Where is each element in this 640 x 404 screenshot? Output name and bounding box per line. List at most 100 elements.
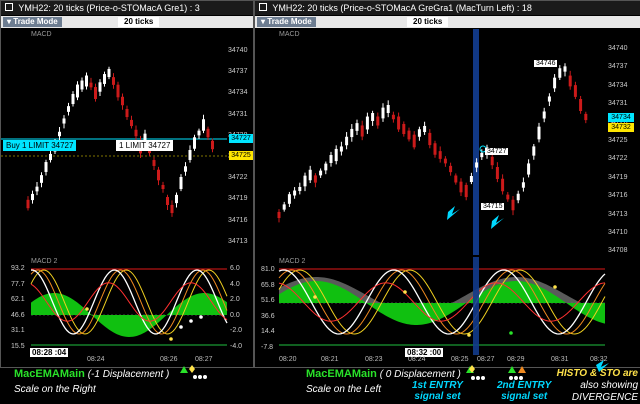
right-panel2-label: MACD 2 <box>279 258 306 265</box>
right-trade-mode-button[interactable]: ▾ Trade Mode <box>257 17 316 27</box>
candle-body <box>547 96 551 102</box>
candle-body <box>345 136 349 146</box>
annotation-low: 34715 <box>481 203 505 210</box>
signal-dot <box>467 333 471 337</box>
cyan-arrow-icon <box>596 360 609 372</box>
candle-body <box>71 93 75 105</box>
left-time-axis: 08:24 08:26 08:27 08:28 :04 <box>1 348 253 366</box>
orange-triangle-icon <box>518 366 526 373</box>
signal-dot <box>509 331 513 335</box>
left-ticks-selector[interactable]: 20 ticks <box>118 17 160 27</box>
candle-body <box>188 150 192 160</box>
osc-axis-label: -7.8 <box>261 343 274 351</box>
right-ticks-selector[interactable]: 20 ticks <box>407 17 449 27</box>
candle-body <box>148 148 151 154</box>
left-time-label: 08:26 <box>160 356 178 363</box>
signal-dot <box>189 319 193 323</box>
yellow-diamond-icon <box>189 365 195 373</box>
candle-body <box>44 162 48 172</box>
right-trade-mode-label: Trade Mode <box>267 17 312 26</box>
left-cursor-time: 08:28 :04 <box>30 348 69 357</box>
left-osc-right-axis: 6.0 4.0 2.0 0.0 -2.0 -4.0 <box>230 257 252 355</box>
price-axis-label: 34719 <box>608 173 628 181</box>
left-titlebar: YMH22: 20 ticks (Price-o-STOMacA Gre1) :… <box>1 1 253 15</box>
candle-body <box>438 151 442 159</box>
candle-body <box>130 119 133 127</box>
left-price-tag-cyan: 34727 <box>229 134 253 143</box>
entry2-caption: 2nd ENTRY signal set <box>497 380 551 402</box>
annotation-high: 34746 <box>534 60 558 67</box>
candle-body <box>558 68 562 78</box>
caption-right-main: MacEMAMain ( 0 Displacement ) <box>306 368 461 380</box>
candle-body <box>206 128 210 138</box>
candle-body <box>313 175 317 183</box>
candle-body <box>433 143 437 155</box>
entry2-line1: 2nd ENTRY <box>497 380 552 391</box>
candle-body <box>449 165 453 173</box>
right-price-chart[interactable] <box>255 29 640 255</box>
osc-axis-label: 81.0 <box>261 266 275 273</box>
candle-body <box>573 85 577 97</box>
entry-highlight-bar <box>473 29 479 255</box>
candle-body <box>443 158 447 164</box>
candle-body <box>381 107 385 119</box>
price-axis-label: 34737 <box>608 63 628 71</box>
candle-body <box>161 184 165 190</box>
left-displacement-text: (-1 Displacement ) <box>87 369 170 380</box>
candle-body <box>397 116 401 130</box>
right-displacement-text: ( 0 Displacement ) <box>379 369 461 380</box>
candle-body <box>293 190 297 196</box>
signal-dot <box>199 315 203 319</box>
price-axis-label: 34716 <box>228 216 248 224</box>
white-dots-icon <box>509 376 523 380</box>
stochastic-line <box>30 282 228 322</box>
histogram-green-area <box>31 293 227 337</box>
left-order-bar[interactable]: Buy 1 LIMIT 34727 1 LIMIT 34727 <box>3 140 229 151</box>
right-price-axis: 34740 34737 34734 34731 34728 34725 34722 34719… <box>608 29 638 255</box>
signal-dot <box>403 290 407 294</box>
candle-body <box>107 68 111 78</box>
right-chart-window[interactable]: YMH22: 20 ticks (Price-o-STOMacA GreGra1… <box>254 0 640 368</box>
candle-body <box>521 182 525 188</box>
candle-body <box>365 116 369 130</box>
left-oscillator-chart[interactable] <box>1 257 253 355</box>
entry-highlight-bar <box>473 257 479 355</box>
left-trade-mode-button[interactable]: ▾ Trade Mode <box>3 17 62 27</box>
candle-body <box>31 193 34 201</box>
right-cursor-time: 08:32 :00 <box>405 348 444 357</box>
candle-body <box>125 108 129 118</box>
candle-body <box>480 152 484 158</box>
limit-order-label[interactable]: 1 LIMIT 34727 <box>116 140 174 151</box>
divergence-caption: HISTO & STO are also showing DIVERGENCE <box>557 368 638 404</box>
right-oscillator-chart[interactable] <box>255 257 640 355</box>
candle-body <box>329 155 333 163</box>
osc-axis-label: -4.0 <box>230 342 243 350</box>
left-time-label: 08:27 <box>195 356 213 363</box>
candle-body <box>584 113 588 121</box>
candle-body <box>334 148 338 162</box>
right-time-label: 08:29 <box>507 356 525 363</box>
candle-body <box>402 123 406 135</box>
buy-limit-order-label[interactable]: Buy 1 LIMIT 34727 <box>3 140 77 151</box>
price-axis-label: 34722 <box>608 155 628 163</box>
candle-body <box>506 194 510 200</box>
left-panel1-label: MACD <box>31 31 52 38</box>
osc-axis-label: 93.2 <box>11 265 25 272</box>
left-chart-window[interactable]: YMH22: 20 ticks (Price-o-STOMacA Gre1) :… <box>0 0 254 368</box>
right-time-label: 08:20 <box>279 356 297 363</box>
candle-body <box>76 84 79 98</box>
price-axis-label: 34716 <box>608 192 628 200</box>
candle-body <box>40 175 43 183</box>
candle-body <box>112 77 115 85</box>
dropdown-arrow-icon: ▾ <box>261 17 266 26</box>
signal-dot <box>169 337 173 341</box>
candle-body <box>495 167 499 179</box>
candle-body <box>94 87 97 99</box>
right-time-label: 08:31 <box>551 356 569 363</box>
price-axis-label: 34713 <box>228 237 248 245</box>
osc-axis-label: 62.1 <box>11 296 25 303</box>
candle-body <box>490 156 494 166</box>
right-time-label: 08:24 <box>408 356 426 363</box>
right-osc-left-axis: 81.0 65.8 51.6 36.6 14.4 -7.8 <box>261 257 283 355</box>
candle-body <box>417 129 421 137</box>
